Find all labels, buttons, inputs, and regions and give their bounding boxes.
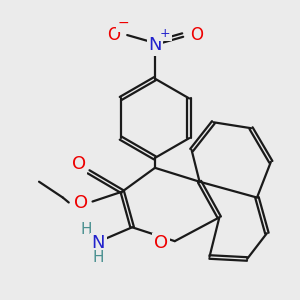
- Text: O: O: [72, 155, 86, 173]
- Text: N: N: [92, 234, 105, 252]
- Text: O: O: [107, 26, 120, 44]
- Text: N: N: [148, 36, 162, 54]
- Text: O: O: [154, 234, 168, 252]
- Text: +: +: [160, 27, 170, 40]
- Text: −: −: [117, 16, 129, 30]
- Text: H: H: [81, 222, 92, 237]
- Text: O: O: [74, 194, 88, 212]
- Text: H: H: [93, 250, 104, 265]
- Text: O: O: [190, 26, 203, 44]
